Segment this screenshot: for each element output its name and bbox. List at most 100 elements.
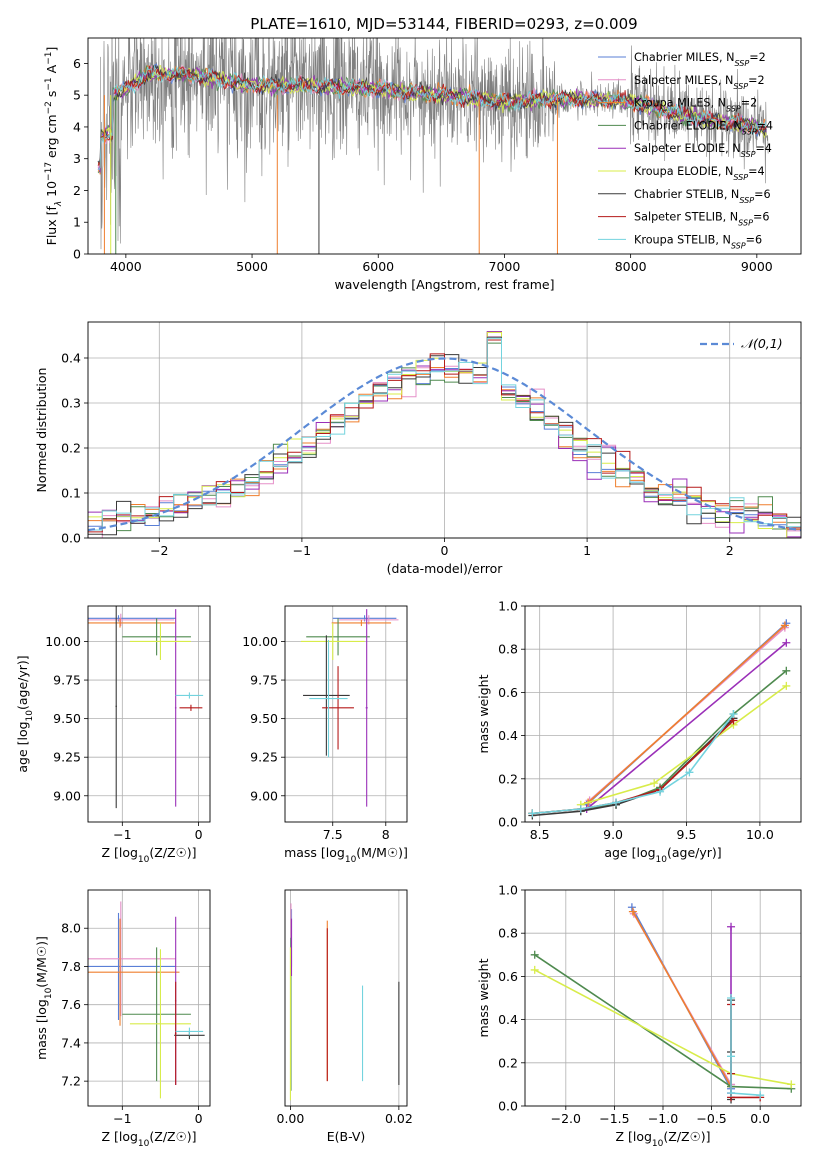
plot-area <box>88 331 801 538</box>
model-line <box>97 65 767 168</box>
axes-age_vs_Z: −1 0 9.00 9.25 9.50 9.75 10.00 Z [log10(Z/Z☉)] a… <box>15 605 211 865</box>
legend-label: Kroupa ELODIE, NSSP=4 <box>634 165 765 182</box>
weight-marker <box>576 805 585 814</box>
weight-marker <box>782 638 791 647</box>
x-tick-label: 2 <box>726 543 734 558</box>
axes-weight_vs_age: 8.5 9.0 9.5 10.0 0.0 0.2 0.4 0.6 0.8 1.0 age [log1… <box>476 599 802 865</box>
y-tick-label: 6 <box>73 56 81 71</box>
normal-curve <box>88 357 801 532</box>
x-tick-label: −2.0 <box>551 1111 581 1126</box>
weight-marker <box>780 621 789 630</box>
y-tick-label: 0.0 <box>498 1099 518 1114</box>
y-axis-label: mass weight <box>476 674 491 753</box>
legend-label: Kroupa MILES, NSSP=2 <box>634 97 757 114</box>
histogram-step <box>88 337 801 538</box>
x-tick-label: 9000 <box>741 259 773 274</box>
y-axis-label: Normed distribution <box>34 368 49 493</box>
x-tick-label: 0.02 <box>385 1111 413 1126</box>
y-tick-label: 0.4 <box>61 351 81 366</box>
weight-marker <box>530 965 539 974</box>
y-tick-label: 0.8 <box>498 642 518 657</box>
x-tick-label: 4000 <box>110 259 142 274</box>
x-tick-label: 0 <box>195 827 203 842</box>
legend-label: Kroupa STELIB, NSSP=6 <box>634 233 762 250</box>
x-tick-label: 0 <box>441 543 449 558</box>
axes-frame <box>284 605 408 823</box>
x-tick-label: 0.0 <box>750 1111 770 1126</box>
x-tick-label: 5000 <box>236 259 268 274</box>
axes-spectrum: 4000 5000 6000 7000 8000 9000 0 1 2 3 4 5 6 wavelengt… <box>44 37 802 292</box>
weight-marker <box>727 994 736 1002</box>
legend-label: Salpeter STELIB, NSSP=6 <box>634 211 769 228</box>
y-axis-label: mass weight <box>476 958 491 1037</box>
y-tick-label: 0.4 <box>498 1012 518 1027</box>
weight-marker <box>650 779 659 788</box>
y-tick-label: 0.6 <box>498 685 518 700</box>
axes-residuals: −2 −1 0 1 2 0.0 0.1 0.2 0.3 0.4 (data-model)/error… <box>34 321 802 576</box>
legend-label: Chabrier STELIB, NSSP=6 <box>634 188 771 205</box>
y-tick-label: 9.00 <box>53 788 81 803</box>
weight-marker <box>612 798 621 807</box>
x-axis-label: age [log10(age/yr)] <box>604 845 721 865</box>
x-tick-label: −1 <box>113 1111 131 1126</box>
x-tick-label: 7.5 <box>323 827 343 842</box>
x-axis-label: Z [log10(Z/Z☉)] <box>615 1129 710 1149</box>
x-tick-label: 8 <box>382 827 390 842</box>
y-tick-label: 9.75 <box>250 673 278 688</box>
weight-line <box>587 624 786 804</box>
y-tick-label: 7.4 <box>61 1035 81 1050</box>
y-tick-label: 7.6 <box>61 997 81 1012</box>
weight-line <box>730 998 761 1096</box>
y-tick-label: 0.2 <box>61 441 81 456</box>
legend: 𝒩(0,1) <box>700 336 783 351</box>
x-axis-label: E(B-V) <box>327 1129 366 1144</box>
weight-marker <box>727 922 736 931</box>
x-tick-label: 8.5 <box>530 827 550 842</box>
axes-frame <box>87 37 802 255</box>
y-tick-label: 9.25 <box>53 750 81 765</box>
y-tick-label: 0.1 <box>61 486 81 501</box>
axes-frame <box>87 605 211 823</box>
y-tick-label: 9.50 <box>250 711 278 726</box>
y-tick-label: 0.6 <box>498 969 518 984</box>
x-tick-label: 9.0 <box>603 827 623 842</box>
axes-age_vs_mass: 7.5 8 9.00 9.25 9.50 9.75 10.00 mass [log10(M/M… <box>242 605 408 865</box>
y-tick-label: 3 <box>73 151 81 166</box>
x-tick-label: −1 <box>293 543 311 558</box>
y-tick-label: 0.0 <box>498 815 518 830</box>
axes-frame <box>524 889 802 1107</box>
y-tick-label: 1.0 <box>498 883 518 898</box>
legend-label: Chabrier MILES, NSSP=2 <box>634 51 766 68</box>
plot-area <box>300 609 399 807</box>
weight-marker <box>756 1091 765 1100</box>
plot-area <box>530 903 796 1104</box>
weight-marker <box>782 681 791 690</box>
y-tick-label: 2 <box>73 183 81 198</box>
legend-label: Salpeter ELODIE, NSSP=4 <box>634 142 772 159</box>
y-tick-label: 9.00 <box>250 788 278 803</box>
weight-marker <box>729 710 738 718</box>
y-tick-label: 8.0 <box>61 921 81 936</box>
weight-marker <box>782 666 791 675</box>
x-tick-label: 8000 <box>615 259 647 274</box>
y-tick-label: 10.00 <box>45 634 81 649</box>
weight-marker <box>528 809 537 818</box>
axes-frame <box>87 321 802 539</box>
axes-frame <box>524 605 802 823</box>
weight-marker <box>685 768 694 777</box>
axes-frame <box>284 889 408 1107</box>
y-tick-label: 0.8 <box>498 926 518 941</box>
weight-line <box>532 713 735 815</box>
x-tick-label: 10.0 <box>746 827 774 842</box>
y-tick-label: 0.4 <box>498 728 518 743</box>
x-tick-label: −2 <box>150 543 168 558</box>
weight-marker <box>530 950 539 959</box>
weight-line <box>532 717 735 817</box>
x-tick-label: 0.00 <box>277 1111 305 1126</box>
model-line <box>97 65 767 171</box>
y-tick-label: 0.3 <box>61 396 81 411</box>
y-tick-label: 9.25 <box>250 750 278 765</box>
y-axis-label: mass [log10(M/M☉)] <box>34 936 54 1060</box>
x-tick-label: −0.5 <box>696 1111 726 1126</box>
